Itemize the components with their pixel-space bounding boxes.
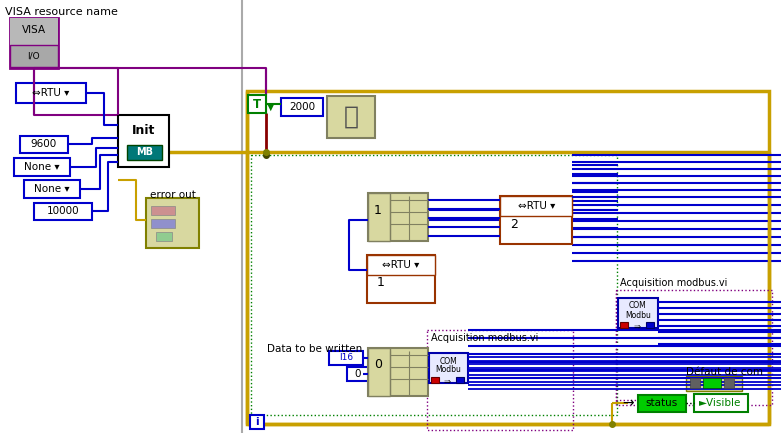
- Bar: [251, 155, 617, 415]
- Text: I16: I16: [339, 353, 353, 362]
- Text: Data to be written: Data to be written: [267, 344, 362, 354]
- Bar: [638, 395, 686, 412]
- Text: ⇔RTU ▾: ⇔RTU ▾: [32, 88, 70, 98]
- Bar: [10, 18, 58, 68]
- Text: 10000: 10000: [46, 206, 79, 216]
- Bar: [694, 394, 747, 412]
- Text: 2: 2: [510, 217, 518, 230]
- Bar: [250, 415, 264, 429]
- Bar: [690, 378, 699, 388]
- Bar: [368, 348, 390, 396]
- Bar: [429, 353, 469, 383]
- Bar: [34, 203, 92, 220]
- Text: Modbu: Modbu: [625, 310, 651, 320]
- Bar: [151, 206, 176, 215]
- Text: 2000: 2000: [289, 102, 315, 112]
- Bar: [146, 198, 199, 248]
- Bar: [500, 196, 572, 244]
- Bar: [118, 115, 169, 167]
- Text: None ▾: None ▾: [34, 184, 70, 194]
- Text: 9600: 9600: [31, 139, 57, 149]
- Text: ►Visible: ►Visible: [699, 398, 742, 408]
- Text: 0: 0: [374, 359, 382, 372]
- Bar: [10, 18, 58, 45]
- Bar: [616, 290, 772, 405]
- Text: VISA resource name: VISA resource name: [5, 7, 118, 17]
- Bar: [126, 145, 162, 160]
- Bar: [151, 219, 176, 228]
- Bar: [329, 351, 363, 365]
- Text: MB: MB: [136, 147, 153, 157]
- Bar: [249, 95, 266, 113]
- Bar: [430, 377, 438, 383]
- Bar: [281, 98, 323, 116]
- Text: I/O: I/O: [27, 52, 40, 61]
- Bar: [456, 377, 464, 383]
- Bar: [24, 180, 80, 198]
- Text: ⇔RTU ▾: ⇔RTU ▾: [382, 260, 419, 270]
- Text: →: →: [622, 396, 633, 410]
- Text: 1: 1: [377, 275, 385, 288]
- Text: Init: Init: [132, 123, 155, 136]
- Text: ▼: ▼: [267, 102, 275, 112]
- Text: ⌛: ⌛: [343, 105, 358, 129]
- Text: None ▾: None ▾: [24, 162, 60, 172]
- Bar: [368, 348, 427, 396]
- Bar: [426, 330, 573, 430]
- Text: COM: COM: [629, 301, 647, 310]
- Text: i: i: [256, 417, 259, 427]
- Text: 0: 0: [354, 369, 361, 379]
- Text: T: T: [253, 97, 261, 110]
- Text: ⇔RTU ▾: ⇔RTU ▾: [517, 201, 555, 211]
- Bar: [20, 136, 67, 153]
- Bar: [702, 378, 720, 388]
- Text: 1: 1: [374, 204, 382, 216]
- Text: ⇒: ⇒: [444, 377, 451, 385]
- Bar: [14, 158, 70, 176]
- Bar: [500, 196, 572, 216]
- Bar: [618, 298, 658, 328]
- Bar: [157, 232, 172, 241]
- Bar: [724, 378, 734, 388]
- Text: error out: error out: [150, 190, 195, 200]
- Bar: [247, 91, 769, 424]
- Text: Acquisition modbus.vi: Acquisition modbus.vi: [430, 333, 538, 343]
- Text: status: status: [646, 398, 678, 408]
- Text: COM: COM: [440, 356, 457, 365]
- Bar: [367, 255, 434, 275]
- Bar: [620, 322, 628, 328]
- Text: ⇒: ⇒: [633, 321, 641, 330]
- Bar: [367, 255, 434, 303]
- Bar: [10, 45, 58, 67]
- Bar: [686, 376, 742, 391]
- Bar: [368, 193, 427, 241]
- Text: Modbu: Modbu: [436, 365, 462, 375]
- Bar: [368, 193, 390, 241]
- Bar: [646, 322, 654, 328]
- Bar: [16, 83, 85, 103]
- Text: Défaut de com: Défaut de com: [686, 367, 763, 377]
- Bar: [347, 367, 368, 381]
- Text: Acquisition modbus.vi: Acquisition modbus.vi: [620, 278, 728, 288]
- Text: VISA: VISA: [22, 25, 46, 35]
- Bar: [327, 96, 375, 138]
